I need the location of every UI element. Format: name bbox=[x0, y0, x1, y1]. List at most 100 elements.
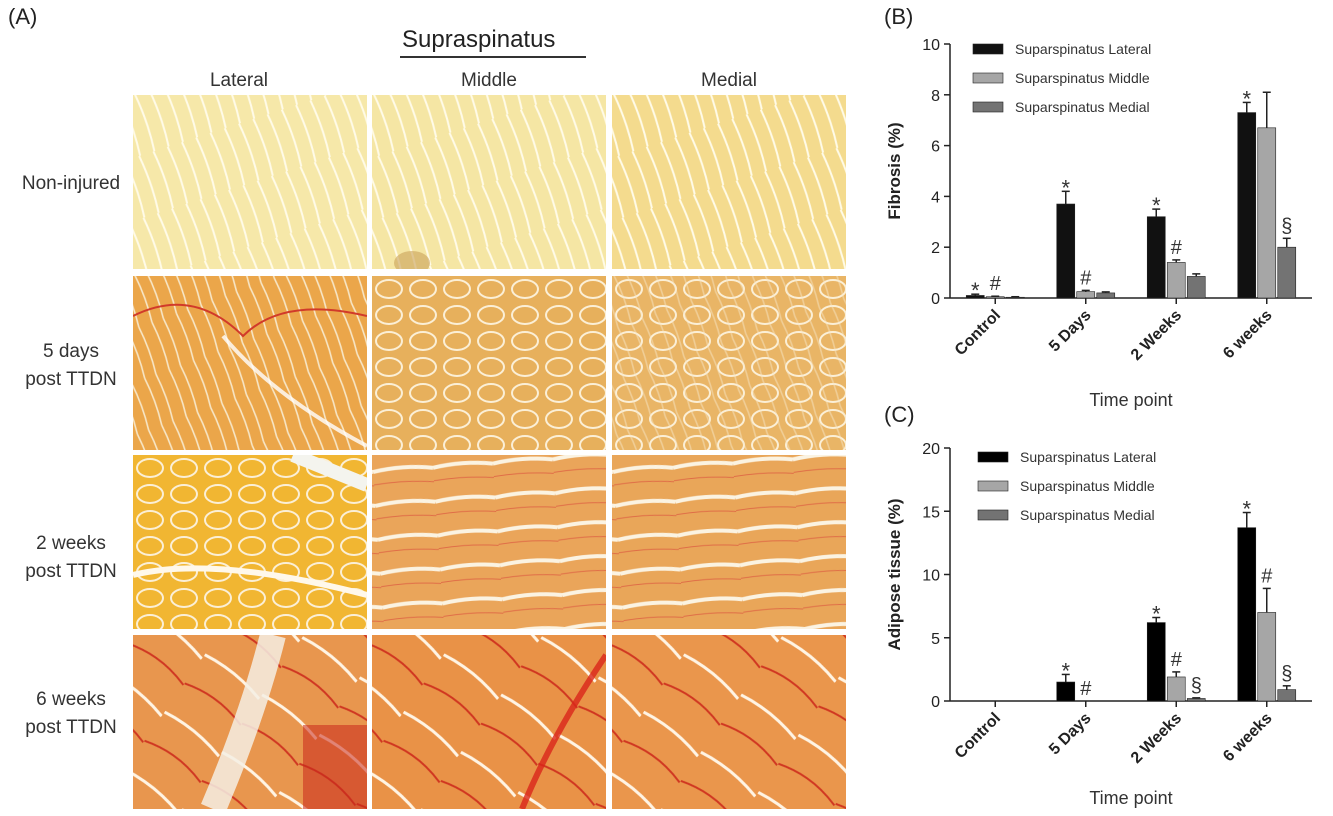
histology-image bbox=[372, 455, 606, 629]
adipose-chart: 0 5 10 15 20 Adipose tissue (%) Control 5 Days *… bbox=[885, 441, 1312, 808]
row-label-5-days: 5 days post TTDN bbox=[6, 338, 136, 394]
y-tick-label: 10 bbox=[922, 568, 940, 585]
y-tick-label: 6 bbox=[931, 139, 940, 156]
y-tick-label: 5 bbox=[931, 631, 940, 648]
bar bbox=[1237, 527, 1257, 702]
bar bbox=[1277, 246, 1297, 299]
x-tick-label: 2 Weeks bbox=[1128, 307, 1185, 364]
legend-label: Suparspinatus Lateral bbox=[1020, 449, 1156, 465]
bar bbox=[1277, 689, 1297, 702]
legend-label: Suparspinatus Medial bbox=[1020, 507, 1155, 523]
histology-image bbox=[133, 95, 367, 269]
significance-mark: # bbox=[1080, 678, 1092, 700]
significance-mark: # bbox=[990, 273, 1002, 295]
significance-mark: # bbox=[1171, 649, 1183, 671]
row-label-line1: 5 days bbox=[43, 341, 99, 362]
legend-swatch bbox=[977, 509, 1009, 521]
significance-mark: * bbox=[1242, 86, 1251, 111]
histology-image bbox=[612, 635, 846, 809]
panel-a-title: Supraspinatus bbox=[402, 26, 556, 53]
bar bbox=[1257, 612, 1277, 702]
bar bbox=[1166, 676, 1186, 702]
y-axis-label: Adipose tissue (%) bbox=[885, 498, 904, 650]
histology-image bbox=[133, 635, 367, 809]
row-label-line1: 2 weeks bbox=[36, 533, 106, 554]
panel-c-letter: (C) bbox=[884, 402, 915, 427]
significance-mark: * bbox=[1152, 602, 1161, 627]
row-label-non-injured: Non-injured bbox=[6, 170, 136, 198]
bar bbox=[1237, 112, 1257, 299]
x-tick-label: 5 Days bbox=[1046, 307, 1095, 356]
row-label-line2: post TTDN bbox=[25, 561, 117, 582]
bar bbox=[1056, 681, 1076, 702]
row-label-2-weeks: 2 weeks post TTDN bbox=[6, 530, 136, 586]
y-tick-label: 2 bbox=[931, 240, 940, 257]
x-tick-label: 6 weeks bbox=[1220, 307, 1275, 362]
histology-image bbox=[133, 455, 367, 629]
legend-label: Suparspinatus Middle bbox=[1015, 70, 1150, 86]
x-tick-label: 6 weeks bbox=[1220, 710, 1275, 765]
histology-image bbox=[372, 276, 606, 450]
significance-mark: * bbox=[1152, 193, 1161, 218]
significance-mark: # bbox=[1171, 237, 1183, 259]
bar bbox=[1076, 291, 1096, 299]
significance-mark: # bbox=[1080, 267, 1092, 289]
panel-b-letter: (B) bbox=[884, 4, 914, 29]
panel-a-letter: (A) bbox=[8, 4, 38, 29]
legend-label: Suparspinatus Middle bbox=[1020, 478, 1155, 494]
column-label-middle: Middle bbox=[461, 70, 517, 91]
x-axis-label: Time point bbox=[1089, 390, 1172, 410]
title-underline bbox=[400, 56, 586, 58]
row-label-line2: post TTDN bbox=[25, 717, 117, 738]
bar bbox=[1166, 262, 1186, 299]
significance-mark: § bbox=[1281, 215, 1292, 237]
legend-swatch bbox=[972, 72, 1004, 84]
significance-mark: * bbox=[1061, 175, 1070, 200]
row-label-line1: 6 weeks bbox=[36, 689, 106, 710]
x-tick-label: Control bbox=[952, 710, 1004, 762]
row-label-line2: post TTDN bbox=[25, 369, 117, 390]
y-tick-label: 15 bbox=[922, 504, 940, 521]
histology-image bbox=[133, 276, 367, 450]
x-tick-label: 5 Days bbox=[1046, 710, 1095, 759]
y-axis-label: Fibrosis (%) bbox=[885, 122, 904, 219]
x-tick-label: 2 Weeks bbox=[1128, 710, 1185, 767]
bar bbox=[1186, 276, 1206, 299]
row-label-6-weeks: 6 weeks post TTDN bbox=[6, 686, 136, 742]
column-label-medial: Medial bbox=[701, 70, 757, 91]
significance-mark: § bbox=[1281, 663, 1292, 685]
bar bbox=[1096, 292, 1116, 299]
column-label-lateral: Lateral bbox=[209, 70, 269, 91]
y-tick-label: 0 bbox=[931, 291, 940, 308]
legend-label: Suparspinatus Lateral bbox=[1015, 41, 1151, 57]
histology-image bbox=[612, 95, 846, 269]
bar bbox=[1056, 203, 1076, 299]
y-tick-label: 0 bbox=[931, 694, 940, 711]
significance-mark: * bbox=[1061, 658, 1070, 683]
histology-image bbox=[612, 276, 846, 450]
bar bbox=[1146, 216, 1166, 299]
bar bbox=[1186, 698, 1206, 702]
histology-image bbox=[372, 635, 606, 809]
y-tick-label: 10 bbox=[922, 37, 940, 54]
significance-mark: # bbox=[1261, 565, 1273, 587]
x-tick-label: Control bbox=[952, 307, 1004, 359]
significance-mark: § bbox=[1191, 675, 1202, 697]
y-tick-label: 8 bbox=[931, 88, 940, 105]
significance-mark: * bbox=[1242, 497, 1251, 522]
legend-swatch bbox=[972, 43, 1004, 55]
histology-image bbox=[612, 455, 846, 629]
legend-swatch bbox=[977, 451, 1009, 463]
legend-label: Suparspinatus Medial bbox=[1015, 99, 1150, 115]
bar bbox=[1257, 127, 1277, 299]
fibrosis-chart: 0 2 4 6 8 10 Fibrosis (%) Control * #5 Days * #2 We… bbox=[885, 37, 1312, 410]
legend-swatch bbox=[972, 101, 1004, 113]
legend-swatch bbox=[977, 480, 1009, 492]
x-axis-label: Time point bbox=[1089, 788, 1172, 808]
bar bbox=[1146, 622, 1166, 702]
histology-image bbox=[372, 95, 606, 269]
significance-mark: * bbox=[971, 278, 980, 303]
y-tick-label: 20 bbox=[922, 441, 940, 458]
y-tick-label: 4 bbox=[931, 189, 940, 206]
row-label-line1: Non-injured bbox=[21, 173, 121, 194]
